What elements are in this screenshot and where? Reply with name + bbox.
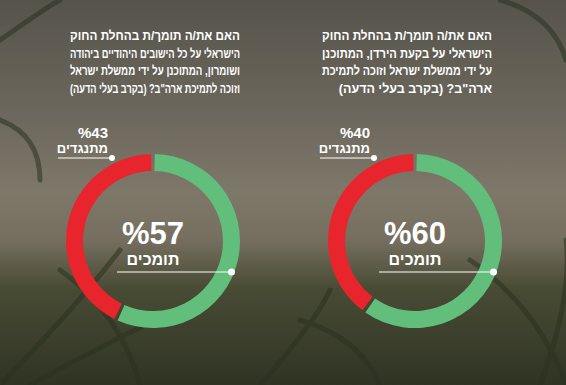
- leader-dot: [490, 269, 497, 276]
- title-line: על ידי ממשלת ישראל וזוכה לתמיכת: [322, 64, 492, 78]
- label-leader: [58, 158, 110, 159]
- category-label: מתנגדים: [319, 141, 370, 156]
- title-line: הישראלי על כל הישובים היהודיים ביהודה: [70, 47, 240, 61]
- category-label: מתנגדים: [57, 141, 108, 156]
- chart-title: האם את/ה תומך/ת בהחלת החוק הישראלי על כל …: [70, 29, 240, 96]
- title-line: הישראלי על בקעת הירדן, המתוכנן: [322, 47, 492, 61]
- donut-ring: [328, 154, 502, 328]
- leader-dot: [109, 155, 115, 161]
- label-leader: [320, 158, 372, 159]
- background-overlay: [0, 0, 566, 385]
- leader-dot: [371, 155, 377, 161]
- data-label: %43: [78, 124, 108, 141]
- title-line: ושומרון, המתוכנן על ידי ממשלת ישראל: [70, 64, 240, 78]
- category-label: תומכים: [389, 251, 442, 268]
- title-line: האם את/ה תומך/ת בהחלת החוק: [322, 29, 492, 43]
- data-label: %60: [384, 216, 446, 251]
- data-label: %40: [340, 124, 370, 141]
- donut-chart: האם את/ה תומך/ת בהחלת החוק הישראלי על בקע…: [319, 29, 502, 328]
- label-leader: [379, 272, 494, 273]
- label-leader: [117, 272, 232, 273]
- donut-chart: האם את/ה תומך/ת בהחלת החוק הישראלי על כל …: [57, 29, 240, 328]
- title-line: וזוכה לתמיכת ארה"ב? (בקרב בעלי הדעה): [70, 82, 240, 96]
- chart-canvas: האם את/ה תומך/ת בהחלת החוק הישראלי על בקע…: [0, 0, 566, 385]
- data-label: %57: [122, 216, 184, 251]
- background-palms: [0, 0, 566, 385]
- leader-dot: [228, 269, 235, 276]
- donut-segment: [118, 154, 240, 328]
- title-line: ארה"ב? (בקרב בעלי הדעה): [339, 82, 493, 96]
- title-line: האם את/ה תומך/ת בהחלת החוק: [70, 29, 240, 43]
- category-label: תומכים: [127, 251, 180, 268]
- donut-segment: [365, 154, 502, 328]
- chart-title: האם את/ה תומך/ת בהחלת החוק הישראלי על בקע…: [322, 29, 492, 96]
- background: [0, 0, 566, 385]
- donut-ring: [66, 154, 240, 328]
